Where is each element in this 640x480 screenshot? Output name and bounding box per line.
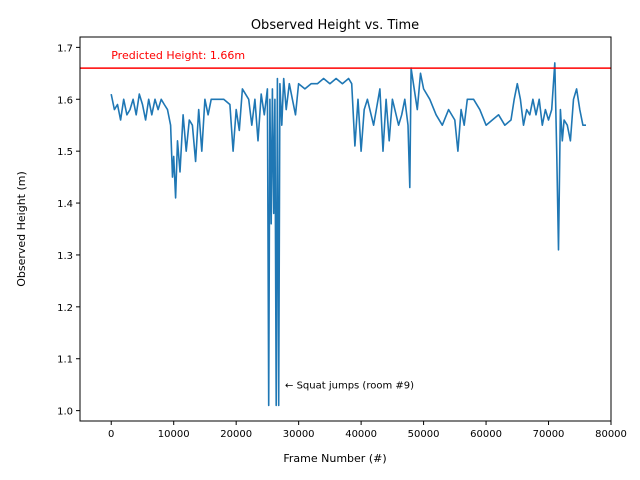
plot-area (110, 62, 586, 407)
x-tick-label: 10000 (158, 429, 190, 440)
x-tick-label: 50000 (408, 429, 440, 440)
x-tick-label: 30000 (283, 429, 315, 440)
x-tick-label: 80000 (595, 429, 627, 440)
y-tick-label: 1.6 (57, 95, 73, 106)
x-tick-label: 20000 (220, 429, 252, 440)
y-axis-label: Observed Height (m) (15, 171, 28, 287)
y-tick-label: 1.3 (57, 251, 73, 262)
y-tick-label: 1.0 (57, 407, 73, 418)
y-tick-label: 1.4 (57, 199, 73, 210)
y-tick-label: 1.7 (57, 43, 73, 54)
y-axis-ticks: 1.0 1.1 1.2 1.3 1.4 1.5 1.6 1.7 (57, 43, 80, 418)
series-line-0 (110, 62, 586, 407)
x-tick-label: 70000 (533, 429, 565, 440)
plot-frame (79, 36, 612, 422)
x-tick-label: 40000 (345, 429, 377, 440)
y-tick-label: 1.5 (57, 147, 73, 158)
x-tick-label: 60000 (470, 429, 502, 440)
annotation-squat-jumps: ← Squat jumps (room #9) (285, 381, 414, 392)
x-tick-label: 0 (108, 429, 114, 440)
y-tick-label: 1.2 (57, 303, 73, 314)
x-axis-label: Frame Number (#) (283, 452, 386, 465)
x-axis-ticks: 0 10000 20000 30000 40000 50000 60000 70000 8000… (108, 421, 627, 440)
reference-line-group: Predicted Height: 1.66m (80, 49, 611, 69)
y-tick-label: 1.1 (57, 355, 73, 366)
chart-title: Observed Height vs. Time (251, 18, 419, 33)
reference-line-label: Predicted Height: 1.66m (111, 49, 245, 62)
